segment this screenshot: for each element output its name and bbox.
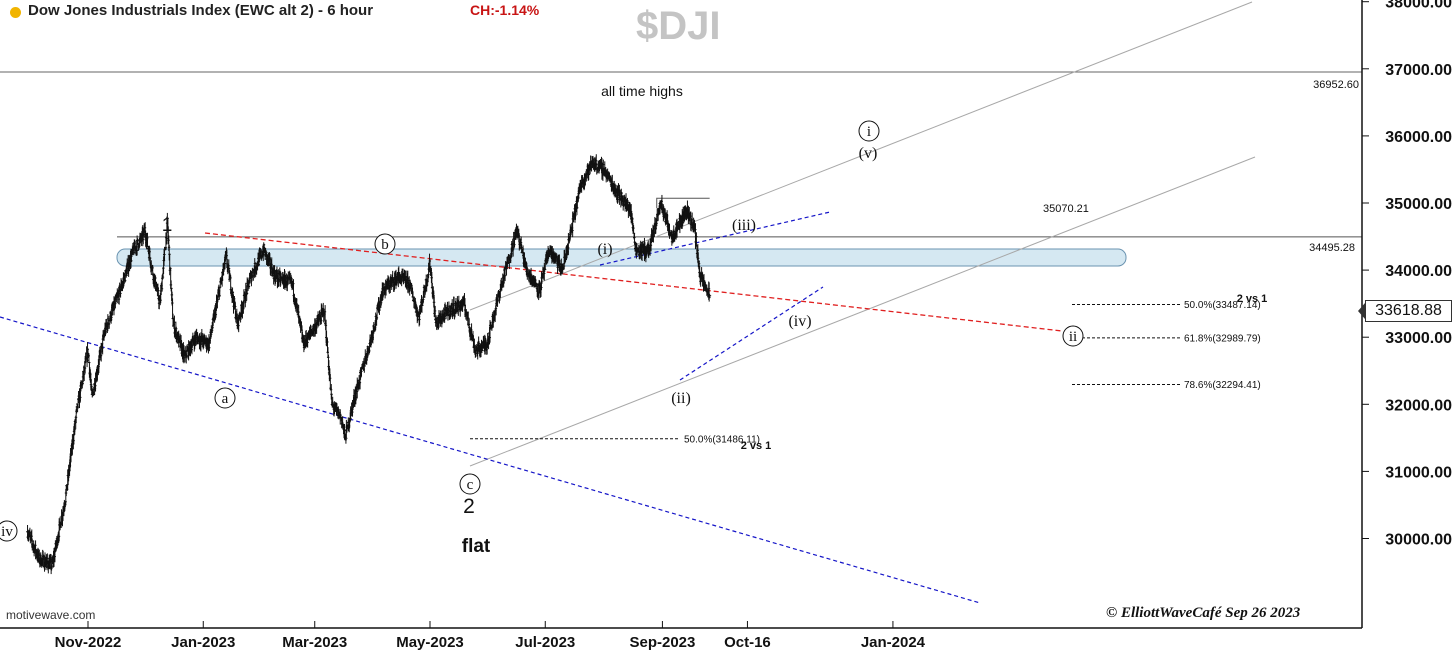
wave-i-circled-label: i xyxy=(858,120,880,142)
all-time-highs-label: all time highs xyxy=(601,83,683,99)
y-tick-label: 31000.00 xyxy=(1385,464,1452,481)
y-tick-label: 36000.00 xyxy=(1385,129,1452,146)
swing-high-line xyxy=(656,197,710,209)
wave-b-label: b xyxy=(374,233,396,255)
flat-label: flat xyxy=(462,536,491,557)
wave-minor-v-label: (v) xyxy=(859,145,878,162)
wave-1-label: 1 xyxy=(162,215,173,236)
y-tick-label: 38000.00 xyxy=(1385,0,1452,12)
wave-minor-iii-label: (iii) xyxy=(732,217,756,234)
wave-ii-circled-label: ii xyxy=(1062,325,1084,347)
change-percent: CH:-1.14% xyxy=(470,2,540,18)
chart-title: Dow Jones Industrials Index (EWC alt 2) … xyxy=(28,2,374,19)
x-tick-label: May-2023 xyxy=(396,634,464,650)
x-tick-label: Jan-2023 xyxy=(171,634,235,650)
wave-a-label: a xyxy=(214,387,236,409)
y-tick-label: 37000.00 xyxy=(1385,62,1452,79)
y-tick-label: 30000.00 xyxy=(1385,532,1452,549)
trend-line-blue xyxy=(679,286,824,381)
fib-label: 61.8%(32989.79) xyxy=(1184,333,1261,344)
last-price-pointer-icon xyxy=(1358,303,1365,319)
channel-line xyxy=(469,1,1253,311)
copyright-notice: © ElliottWaveCafé Sep 26 2023 xyxy=(1106,605,1301,621)
fib-label: 50.0%(31486.11) xyxy=(684,434,760,445)
y-tick-label: 32000.00 xyxy=(1385,397,1452,414)
level-label: 36952.60 xyxy=(1313,79,1359,91)
x-tick-label: Nov-2022 xyxy=(55,634,122,650)
trend-line-red xyxy=(204,232,1063,332)
x-tick-label: Sep-2023 xyxy=(629,634,695,650)
x-tick-label: Jul-2023 xyxy=(515,634,575,650)
channel-line xyxy=(469,156,1256,467)
source-credit: motivewave.com xyxy=(6,608,96,622)
status-dot-icon xyxy=(10,7,21,18)
price-bar xyxy=(708,293,712,299)
symbol-watermark: $DJI xyxy=(636,4,721,48)
wave-minor-i-label: (i) xyxy=(597,241,612,258)
level-label: 34495.28 xyxy=(1309,242,1355,254)
two-vs-one-label: 2 vs 1 xyxy=(741,440,772,452)
wave-minor-ii-label: (ii) xyxy=(671,390,691,407)
wave-2-label: 2 xyxy=(463,495,475,518)
wave-minor-iv-label: (iv) xyxy=(788,313,811,330)
last-price-label: 33618.88 xyxy=(1365,300,1452,322)
fib-label: 50.0%(33487.14) xyxy=(1184,300,1261,311)
wave-c-label: c xyxy=(459,473,481,495)
x-tick-label: Jan-2024 xyxy=(861,634,926,650)
level-label: 35070.21 xyxy=(1043,203,1089,215)
y-tick-label: 33000.00 xyxy=(1385,330,1452,347)
x-tick-label: Oct-16 xyxy=(724,634,771,650)
trend-line-blue xyxy=(599,211,831,266)
trend-line-blue xyxy=(0,316,981,604)
y-tick-label: 34000.00 xyxy=(1385,263,1452,280)
y-tick-label: 35000.00 xyxy=(1385,196,1452,213)
x-tick-label: Mar-2023 xyxy=(282,634,347,650)
fib-label: 78.6%(32294.41) xyxy=(1184,380,1261,391)
resistance-zone xyxy=(116,248,1127,267)
wave-iv-label: iv xyxy=(0,520,18,542)
two-vs-one-label: 2 vs 1 xyxy=(1237,293,1268,305)
